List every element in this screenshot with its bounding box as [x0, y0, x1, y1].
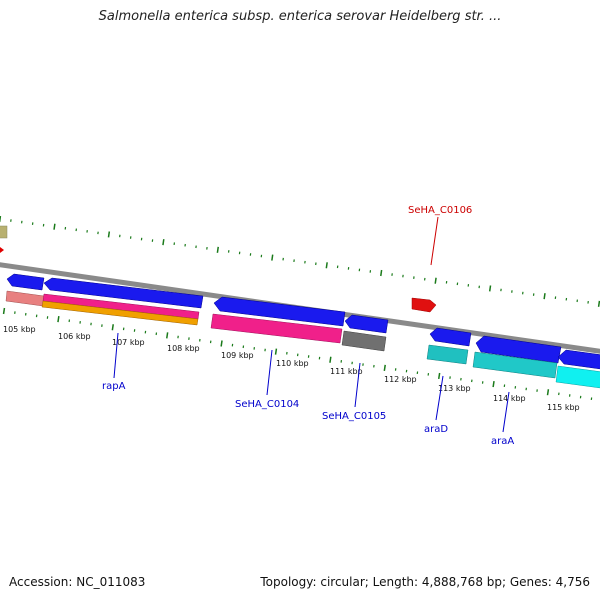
scale-label: 107 kbp	[112, 338, 145, 347]
inner-tick	[111, 324, 114, 331]
label-connector-araA	[502, 391, 510, 433]
inner-tick	[166, 332, 169, 339]
scale-label: 111 kbp	[330, 367, 363, 376]
inner-tick	[437, 372, 441, 380]
feature-SeHA_C0106[interactable]	[411, 297, 437, 313]
scale-label: 112 kbp	[384, 375, 417, 384]
category-bar-rapA-orange	[41, 300, 199, 326]
gene-label-SeHA_C0104[interactable]: SeHA_C0104	[235, 399, 299, 410]
scale-label: 115 kbp	[547, 403, 580, 412]
map-title: Salmonella enterica subsp. enterica sero…	[98, 9, 502, 24]
outer-tick	[53, 223, 56, 230]
scale-label: 110 kbp	[276, 359, 309, 368]
category-bar-araA-cyan	[472, 351, 558, 379]
inner-tick	[2, 307, 6, 315]
inner-tick-track	[2, 307, 593, 401]
outer-tick	[380, 269, 383, 277]
gene-arrow-SeHA_C0105[interactable]	[344, 314, 389, 334]
scale-label: 105 kbp	[3, 325, 36, 334]
scale-labels: 105 kbp 106 kbp 107 kbp 108 kbp 109 kbp …	[3, 325, 580, 412]
inner-tick	[492, 381, 495, 388]
inner-tick	[546, 389, 550, 396]
scale-label: 109 kbp	[221, 351, 254, 360]
category-bar-araD-cyan	[426, 344, 469, 365]
label-connector-SeHA_C0104	[266, 349, 273, 396]
label-connector-SeHA_C0106	[430, 216, 439, 266]
gene-label-SeHA_C0106[interactable]: SeHA_C0106	[408, 205, 472, 216]
inner-tick	[383, 364, 386, 371]
outer-tick	[543, 293, 546, 300]
inner-tick	[274, 348, 278, 355]
outer-tick	[107, 231, 111, 238]
gene-arrow-right-partial[interactable]	[557, 349, 600, 370]
inner-tick	[57, 316, 60, 323]
outer-tick	[434, 277, 437, 284]
category-bar-SeHA_C0105-gray	[341, 330, 387, 352]
category-bar-salmon	[5, 290, 45, 307]
gene-arrow-left-small[interactable]	[6, 273, 45, 291]
feature-red-left-partial	[0, 247, 4, 253]
gene-arrow-rapA[interactable]	[43, 277, 204, 309]
outer-tick	[271, 254, 274, 261]
scale-label: 114 kbp	[493, 394, 526, 403]
inner-tick	[220, 340, 223, 347]
genome-summary-label: Topology: circular; Length: 4,888,768 bp…	[260, 575, 590, 589]
gene-label-araA[interactable]: araA	[491, 436, 514, 447]
outer-tick	[325, 262, 328, 269]
label-connector-rapA	[113, 332, 119, 379]
scale-label: 106 kbp	[58, 332, 91, 341]
outer-tick	[597, 300, 600, 307]
gene-arrow-araA[interactable]	[475, 335, 562, 364]
inner-tick	[329, 356, 332, 363]
accession-label: Accession: NC_011083	[9, 575, 146, 589]
scale-label: 108 kbp	[167, 344, 200, 353]
category-bar-SeHA_C0104-pink	[210, 313, 343, 344]
gene-arrow-araD[interactable]	[429, 327, 472, 347]
category-bar-right-cyan	[555, 365, 600, 389]
gene-label-araD[interactable]: araD	[424, 424, 448, 435]
gene-label-rapA[interactable]: rapA	[102, 381, 126, 392]
gene-label-SeHA_C0105[interactable]: SeHA_C0105	[322, 411, 386, 422]
label-connector-araD	[435, 375, 444, 421]
outer-tick	[488, 285, 492, 292]
outer-tick	[216, 246, 219, 253]
label-connector-SeHA_C0105	[354, 362, 361, 408]
outer-tick-track	[0, 215, 600, 307]
gene-arrow-SeHA_C0104[interactable]	[213, 296, 346, 327]
feature-olive-partial	[0, 225, 8, 239]
scale-label: 113 kbp	[438, 384, 471, 393]
outer-tick	[162, 239, 165, 246]
